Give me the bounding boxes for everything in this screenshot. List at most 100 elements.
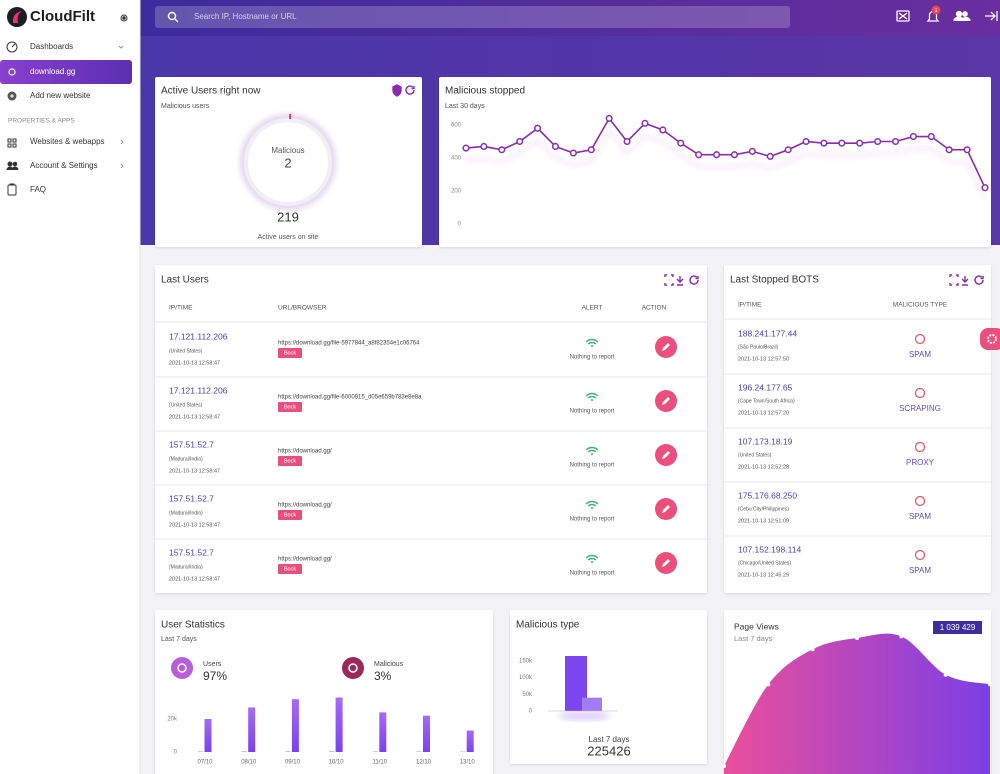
legend-icon-glyph xyxy=(348,663,358,673)
bar xyxy=(565,656,587,711)
bar xyxy=(291,699,299,752)
ip-link[interactable]: 17.121.112.206 xyxy=(169,331,228,341)
bar xyxy=(416,751,422,752)
wifi-dot xyxy=(591,453,593,455)
wifi-dot xyxy=(591,507,593,509)
bar xyxy=(372,751,378,752)
total-label: 1 039 429 xyxy=(940,623,976,632)
ip-link[interactable]: 107.173.18.19 xyxy=(738,436,793,446)
ip-link[interactable]: 17.121.112.206 xyxy=(169,385,228,395)
notification-count: 1 xyxy=(934,8,937,14)
wifi-icon xyxy=(585,554,599,561)
gauge-value: 2 xyxy=(284,155,291,170)
x-tick-label: 10/10 xyxy=(329,760,345,766)
nav-item[interactable]: FAQ xyxy=(30,185,46,194)
ip-link[interactable]: 157.51.52.7 xyxy=(169,547,214,557)
legend-label: Users xyxy=(203,661,222,668)
location: (Madurai/India) xyxy=(169,510,203,516)
card-title: Last Users xyxy=(161,275,209,286)
column-header: ALERT xyxy=(582,305,603,312)
data-point xyxy=(748,147,756,155)
legend-icon xyxy=(342,657,364,679)
time: 2021-10-13 12:58:47 xyxy=(169,468,220,474)
card-last-bots xyxy=(724,265,991,593)
badge-text: Bock xyxy=(284,566,296,572)
bar xyxy=(198,751,203,752)
bar xyxy=(379,712,387,752)
y-tick-label: 0 xyxy=(529,709,533,715)
data-point xyxy=(713,151,721,159)
nav-item[interactable]: Websites & webapps xyxy=(30,137,105,146)
chart-title: Malicious stopped xyxy=(445,86,525,97)
malicious-type: SPAM xyxy=(909,512,931,521)
location: (Madurai/India) xyxy=(169,456,203,462)
legend-share: 97% xyxy=(203,669,227,683)
x-tick-label: 12/10 xyxy=(416,760,432,766)
total: 225426 xyxy=(587,743,630,758)
data-point xyxy=(899,634,904,639)
type-icon xyxy=(914,333,926,345)
data-point xyxy=(855,636,859,640)
active-nav-item[interactable] xyxy=(0,60,132,84)
wifi-icon xyxy=(585,392,599,399)
wifi-dot xyxy=(591,345,593,347)
time: 2021-10-13 12:58:47 xyxy=(169,414,220,420)
footer: Last 7 days xyxy=(589,735,630,744)
ip-link[interactable]: 157.51.52.7 xyxy=(169,493,214,503)
nav-icon xyxy=(8,68,16,76)
chart-title: Malicious type xyxy=(516,620,580,631)
ip-link[interactable]: 107.152.198.114 xyxy=(738,544,801,554)
legend-icon-glyph xyxy=(177,663,187,673)
badge xyxy=(278,564,302,574)
wifi-icon xyxy=(585,446,599,453)
gauge-ring xyxy=(244,118,332,206)
type-icon xyxy=(914,441,926,453)
alert: Nothing to report xyxy=(570,517,615,523)
bar xyxy=(460,751,466,752)
bar xyxy=(248,707,256,752)
bar xyxy=(466,730,474,752)
data-point xyxy=(766,682,771,687)
bar xyxy=(329,750,335,752)
nav-section: PROPERTIES & APPS xyxy=(8,118,75,125)
wifi-icon xyxy=(585,500,599,507)
url: https://download.gg/ xyxy=(278,557,332,563)
type-icon xyxy=(914,387,926,399)
ip-link[interactable]: 188.241.177.44 xyxy=(738,328,797,338)
search-box[interactable] xyxy=(155,6,790,28)
x-tick-label: 09/10 xyxy=(285,760,301,766)
badge-text: Bock xyxy=(284,512,296,518)
card-malicious-stopped xyxy=(439,77,991,247)
ip-link[interactable]: 196.24.177.65 xyxy=(738,382,793,392)
wifi-icon xyxy=(585,338,599,345)
data-point xyxy=(874,137,882,146)
location: (Cebu City/Philippines) xyxy=(738,506,789,512)
data-point xyxy=(820,139,828,147)
y-tick-label: 400 xyxy=(451,156,462,162)
data-point xyxy=(587,146,595,154)
legend-share: 3% xyxy=(374,669,392,683)
notification-badge xyxy=(931,5,941,15)
nav-item[interactable]: Dashboards xyxy=(30,42,73,51)
badge-text: Bock xyxy=(284,458,296,464)
data-point xyxy=(695,151,703,159)
data-point xyxy=(963,146,971,154)
location: (United States) xyxy=(738,452,772,458)
badge-text: Bock xyxy=(284,404,296,410)
nav-item[interactable]: download.gg xyxy=(30,67,75,76)
time: 2021-10-13 12:51:09 xyxy=(738,518,789,524)
badge xyxy=(278,348,302,358)
malicious-type: SPAM xyxy=(909,350,931,359)
bar xyxy=(241,751,247,752)
nav-item[interactable]: Account & Settings xyxy=(30,161,98,170)
card-tools[interactable] xyxy=(392,84,984,286)
settings-fab[interactable] xyxy=(980,328,1000,350)
y-tick-label: 200 xyxy=(451,189,462,195)
search-placeholder: Search IP, Hostname or URL xyxy=(194,12,297,21)
ip-link[interactable]: 157.51.52.7 xyxy=(169,439,214,449)
alert: Nothing to report xyxy=(570,355,615,361)
ip-link[interactable]: 175.176.68.250 xyxy=(738,490,797,500)
nav-item[interactable]: Add new website xyxy=(30,91,91,100)
